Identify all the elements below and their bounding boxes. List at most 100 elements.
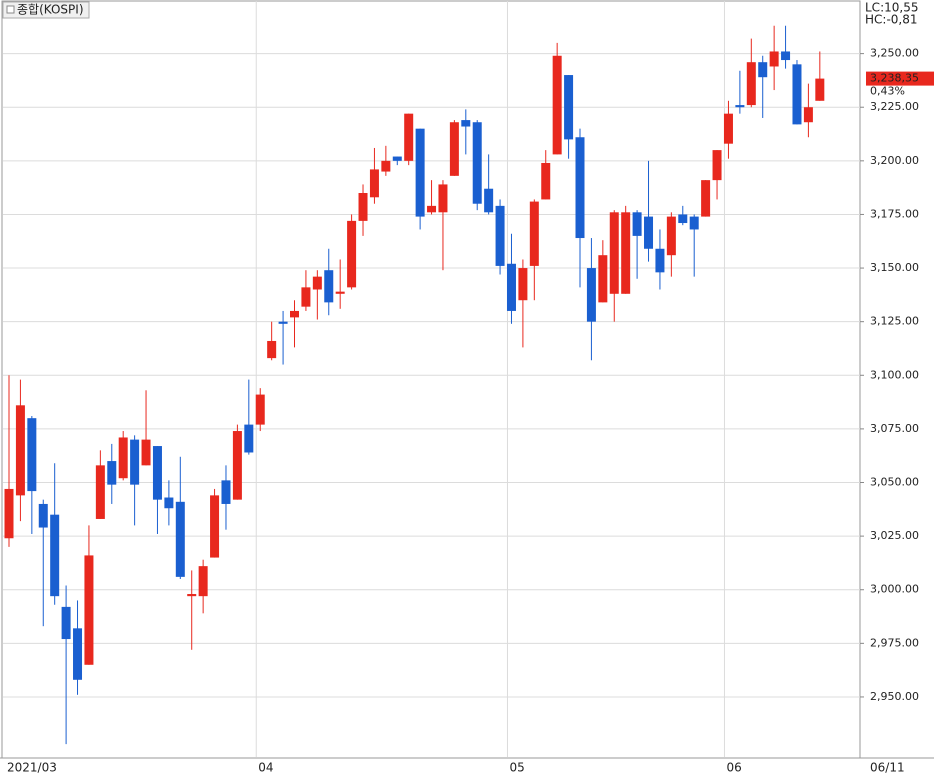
candle-body (404, 113, 414, 161)
candle-body (518, 268, 528, 301)
x-tick-label: 2021/03 (7, 761, 57, 775)
y-tick-label: 3,050.00 (870, 476, 919, 489)
candle-body (564, 75, 574, 140)
candle-body (495, 205, 505, 266)
candle-body (769, 51, 779, 67)
y-tick-label: 2,950.00 (870, 690, 919, 703)
candle-body (244, 424, 254, 453)
y-tick-label: 3,000.00 (870, 583, 919, 596)
candle-body (598, 255, 608, 303)
candle-body (803, 107, 813, 123)
candle-body (38, 503, 48, 528)
indicator: HC:-0,81 (865, 13, 918, 27)
y-tick-label: 3,025.00 (870, 529, 919, 542)
candle-body (438, 184, 448, 213)
candle-body (198, 566, 208, 597)
candle-body (95, 465, 105, 519)
candle-body (255, 394, 265, 425)
y-tick-label: 3,250.00 (870, 47, 919, 60)
candle-body (427, 205, 437, 213)
candle-body (381, 160, 391, 172)
candle-body (609, 212, 619, 294)
candle-body (141, 439, 151, 466)
candle-body (312, 276, 322, 290)
candle-body (187, 594, 197, 597)
candle-body (701, 180, 711, 217)
indicator: LC:10,55 (865, 1, 918, 15)
candle-body (484, 188, 494, 213)
candle-body (644, 216, 654, 249)
y-tick-label: 3,175.00 (870, 207, 919, 220)
candle-body (4, 488, 14, 539)
candle-body (689, 216, 699, 230)
title-icon (6, 5, 15, 14)
candle-body (746, 62, 756, 106)
candle-body (73, 628, 83, 680)
candle-body (232, 431, 242, 500)
candle-body (358, 193, 368, 221)
y-tick-label: 3,150.00 (870, 261, 919, 274)
change-label: 0,43% (870, 85, 905, 98)
candle-body (61, 606, 71, 640)
candle-body (666, 216, 676, 256)
last-price-label: 3,238,35 (870, 72, 919, 85)
candle-body (781, 51, 791, 61)
y-tick-label: 3,225.00 (870, 100, 919, 113)
candle-body (712, 150, 722, 181)
candle-body (27, 418, 37, 492)
candle-body (175, 501, 185, 577)
candle-body (723, 113, 733, 144)
candle-body (221, 480, 231, 504)
candle-body (529, 201, 539, 266)
candle-body (506, 263, 516, 311)
candle-body (632, 212, 642, 236)
date-label: 06/11 (870, 761, 905, 775)
candle-body (84, 555, 94, 665)
candle-body (290, 310, 299, 318)
candle-body (152, 446, 162, 500)
candle-body (164, 497, 174, 509)
candle-body (541, 162, 551, 200)
x-tick-label: 06 (726, 761, 741, 775)
candle-body (210, 495, 220, 558)
x-tick-label: 04 (258, 761, 273, 775)
candle-body (815, 78, 825, 101)
candle-body (758, 62, 768, 78)
candle-body (678, 214, 688, 224)
candle-body (301, 287, 311, 307)
candle-body (792, 64, 802, 125)
candle-body (107, 461, 117, 485)
candle-body (552, 55, 562, 155)
title-box (2, 1, 90, 19)
y-tick-label: 3,100.00 (870, 368, 919, 381)
candle-body (461, 120, 471, 127)
candle-body (324, 270, 334, 303)
y-tick-label: 3,075.00 (870, 422, 919, 435)
candle-body (655, 248, 665, 273)
candle-body (15, 405, 25, 496)
x-tick-label: 05 (509, 761, 524, 775)
y-tick-label: 2,975.00 (870, 636, 919, 649)
chart-title: 종합(KOSPI) (17, 3, 84, 17)
candle-body (472, 122, 482, 204)
y-tick-label: 3,125.00 (870, 315, 919, 328)
candle-body (586, 268, 596, 322)
candle-body (50, 514, 60, 597)
last-price-box (866, 71, 934, 86)
candle-body (278, 321, 288, 324)
candle-body (335, 291, 345, 294)
y-tick-label: 3,200.00 (870, 154, 919, 167)
candle-body (415, 128, 425, 217)
candle-body (392, 156, 402, 161)
candle-body (267, 340, 277, 359)
candle-body (118, 437, 128, 479)
candle-body (735, 105, 745, 108)
candle-body (347, 220, 357, 288)
candle-body (449, 122, 459, 176)
candle-body (369, 169, 379, 198)
candle-body (575, 137, 585, 239)
candle-body (621, 212, 631, 294)
candle-body (130, 439, 140, 485)
